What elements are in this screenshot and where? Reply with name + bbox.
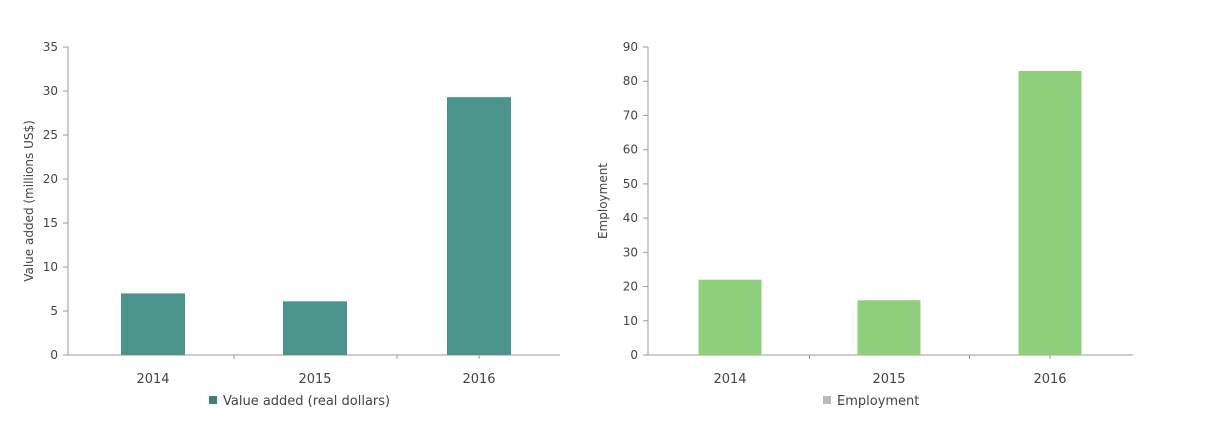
x-tick-labels: 2014 2015 2016 [136, 355, 496, 387]
x-tick-labels: 2014 2015 2016 [713, 355, 1067, 387]
x-tick-label: 2016 [462, 372, 495, 387]
y-tick-label: 20 [43, 172, 58, 186]
y-tick-label: 5 [50, 304, 58, 318]
y-tick-label: 10 [623, 314, 638, 328]
legend-label: Value added (real dollars) [223, 394, 390, 409]
x-tick-label: 2016 [1033, 372, 1066, 387]
y-tick-label: 0 [50, 348, 58, 362]
bar-2016 [1018, 70, 1082, 355]
bar-2015 [283, 301, 347, 355]
y-tick-label: 50 [623, 177, 638, 191]
y-tick-label: 80 [623, 74, 638, 88]
y-axis-title: Employment [596, 163, 610, 239]
x-tick-label: 2014 [136, 372, 169, 387]
bar-2014 [121, 293, 185, 355]
legend: Value added (real dollars) [209, 394, 390, 409]
y-tick-label: 35 [43, 40, 58, 54]
bar-2014 [698, 279, 762, 355]
y-tick-label: 0 [630, 348, 638, 362]
y-tick-label: 30 [43, 84, 58, 98]
y-tick-label: 30 [623, 245, 638, 259]
y-tick-label: 60 [623, 143, 638, 157]
legend-label: Employment [837, 394, 919, 409]
legend-swatch [209, 396, 217, 404]
bar-2016 [447, 97, 511, 355]
legend-swatch [823, 396, 831, 404]
y-tick-label: 90 [623, 40, 638, 54]
y-tick-label: 70 [623, 108, 638, 122]
y-tick-label: 10 [43, 260, 58, 274]
bars [698, 70, 1082, 355]
y-ticks: 0 5 10 15 20 25 30 35 [43, 40, 68, 362]
y-tick-label: 25 [43, 128, 58, 142]
y-ticks: 0 10 20 30 40 50 60 70 80 90 [623, 40, 648, 362]
y-tick-label: 20 [623, 280, 638, 294]
x-tick-label: 2015 [872, 372, 905, 387]
bars [121, 97, 511, 355]
legend: Employment [823, 394, 919, 409]
x-tick-label: 2014 [713, 372, 746, 387]
y-tick-label: 15 [43, 216, 58, 230]
y-axis-title: Value added (millions US$) [22, 120, 36, 282]
x-tick-label: 2015 [298, 372, 331, 387]
value-added-chart: Value added (millions US$) 0 5 10 15 20 25 30 3… [22, 40, 560, 409]
y-tick-label: 40 [623, 211, 638, 225]
bar-2015 [857, 300, 921, 355]
